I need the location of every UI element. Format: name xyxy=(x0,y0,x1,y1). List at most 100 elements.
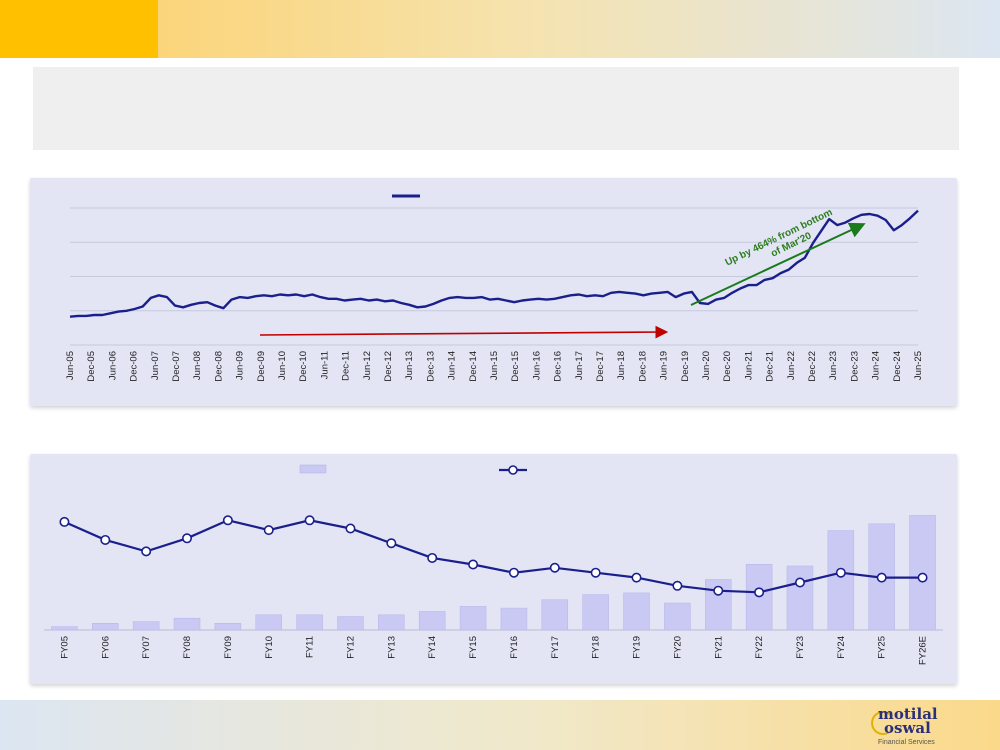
bar-FY19 xyxy=(623,592,650,631)
logo-word-1: motilal xyxy=(878,705,938,723)
red-trend-arrow xyxy=(259,325,669,339)
line-point-FY19 xyxy=(631,572,642,583)
x-tick-label: Jun-09 xyxy=(235,351,246,380)
series-line xyxy=(63,519,923,594)
x-tick-label: Jun-19 xyxy=(659,351,670,380)
x-tick-label: FY14 xyxy=(427,636,438,659)
x-tick-label: Dec-20 xyxy=(722,351,733,382)
bar-FY07 xyxy=(132,621,160,631)
line-point-FY20 xyxy=(672,580,683,591)
x-tick-label: Jun-22 xyxy=(786,351,797,380)
x-tick-label: Dec-19 xyxy=(680,351,691,382)
x-tick-label: FY18 xyxy=(591,636,602,659)
line-point-FY07 xyxy=(141,546,152,557)
x-tick-label: FY16 xyxy=(509,636,520,659)
x-tick-label: Jun-18 xyxy=(616,351,627,380)
line-point-FY25 xyxy=(876,572,887,583)
x-tick-label: Dec-08 xyxy=(213,351,224,382)
x-tick-label: Jun-07 xyxy=(150,351,161,380)
x-tick-label: Jun-10 xyxy=(277,351,288,380)
bar-FY20 xyxy=(664,602,691,631)
x-tick-label: Jun-23 xyxy=(828,351,839,380)
x-tick-label: Dec-14 xyxy=(468,351,479,382)
line-point-FY26E xyxy=(917,572,928,583)
x-tick-label: FY20 xyxy=(672,636,683,659)
x-tick-label: FY08 xyxy=(182,636,193,659)
x-tick-label: FY12 xyxy=(345,636,356,659)
line-point-FY13 xyxy=(386,538,397,549)
x-tick-label: Jun-08 xyxy=(192,351,203,380)
x-tick-label: Dec-18 xyxy=(637,351,648,382)
x-tick-label: Dec-23 xyxy=(849,351,860,382)
x-tick-label: Jun-14 xyxy=(447,351,458,380)
series-line xyxy=(69,209,919,318)
x-tick-label: Jun-25 xyxy=(913,351,924,380)
x-tick-label: FY21 xyxy=(713,636,724,659)
line-point-FY11 xyxy=(304,515,315,526)
line-point-FY12 xyxy=(345,523,356,534)
green-trend-arrow xyxy=(690,222,866,306)
earnings-chart-panel: FY05 FY06 FY07 FY08 FY09 FY10 FY11 FY12 FY13 FY14… xyxy=(30,454,957,684)
x-tick-label: FY19 xyxy=(632,636,643,659)
x-tick-label: Dec-16 xyxy=(553,351,564,382)
bar-FY06 xyxy=(92,623,119,631)
motilal-oswal-logo: motilal oswal Financial Services xyxy=(862,704,962,748)
bar-FY10 xyxy=(255,614,282,631)
bar-FY05 xyxy=(51,626,78,631)
x-tick-label: Dec-21 xyxy=(765,351,776,382)
x-tick-label: Jun-06 xyxy=(107,351,118,380)
line-point-FY14 xyxy=(427,552,438,563)
x-tick-label: FY23 xyxy=(795,636,806,659)
bar-FY24 xyxy=(827,530,855,631)
x-tick-label: FY05 xyxy=(59,636,70,659)
x-tick-label: FY22 xyxy=(754,636,765,659)
logo-word-2: oswal xyxy=(884,719,931,737)
x-tick-label: Dec-05 xyxy=(86,351,97,382)
bar-FY21 xyxy=(705,579,732,631)
x-tick-label: FY07 xyxy=(141,636,152,659)
x-tick-label: Dec-07 xyxy=(171,351,182,382)
x-tick-label: Jun-11 xyxy=(319,351,330,379)
x-tick-label: FY11 xyxy=(305,636,316,658)
bar-FY11 xyxy=(296,614,323,631)
line-point-FY23 xyxy=(794,577,805,588)
line-point-FY24 xyxy=(835,567,846,578)
price-line-chart: Jun-05 Dec-05 Jun-06 Dec-06 Jun-07 Dec-07 Jun-… xyxy=(65,194,924,382)
x-tick-label: FY24 xyxy=(836,636,847,659)
header-band xyxy=(158,0,1000,58)
x-tick-label: FY17 xyxy=(550,636,561,659)
bar-FY08 xyxy=(173,617,201,631)
x-tick-label: FY15 xyxy=(468,636,479,659)
x-tick-label: Jun-20 xyxy=(701,351,712,380)
x-tick-label: Dec-24 xyxy=(892,351,903,382)
x-tick-label: FY06 xyxy=(100,636,111,659)
header-accent-block xyxy=(0,0,158,58)
logo-tagline: Financial Services xyxy=(878,739,935,746)
x-tick-label: Jun-24 xyxy=(871,351,882,380)
x-tick-label: Dec-15 xyxy=(510,351,521,382)
x-tick-label: FY13 xyxy=(386,636,397,659)
x-tick-label: Jun-12 xyxy=(362,351,373,380)
x-tick-label: Dec-12 xyxy=(383,351,394,382)
line-point-FY09 xyxy=(222,515,233,526)
footer-band xyxy=(0,700,1000,750)
x-tick-label: FY26E xyxy=(918,636,929,665)
line-point-FY22 xyxy=(754,587,765,598)
earnings-bar-line-chart: FY05 FY06 FY07 FY08 FY09 FY10 FY11 FY12 FY13 FY14… xyxy=(44,464,943,665)
x-tick-label: FY10 xyxy=(264,636,275,659)
x-tick-label: Dec-09 xyxy=(256,351,267,382)
x-tick-label: Dec-11 xyxy=(341,351,352,381)
price-chart-panel: Jun-05 Dec-05 Jun-06 Dec-06 Jun-07 Dec-07 Jun-… xyxy=(30,178,957,406)
line-point-FY18 xyxy=(590,567,601,578)
bar-FY14 xyxy=(418,611,446,631)
x-tick-label: Dec-17 xyxy=(595,351,606,382)
x-tick-label: Jun-13 xyxy=(404,351,415,380)
bar-FY13 xyxy=(378,614,405,631)
bar-FY23 xyxy=(786,565,814,631)
bar-FY17 xyxy=(541,599,569,631)
x-tick-label: Dec-10 xyxy=(298,351,309,382)
line-point-FY17 xyxy=(549,562,560,573)
x-tick-label: FY25 xyxy=(877,636,888,659)
x-tick-label: Dec-13 xyxy=(425,351,436,382)
line-point-FY08 xyxy=(182,533,193,544)
